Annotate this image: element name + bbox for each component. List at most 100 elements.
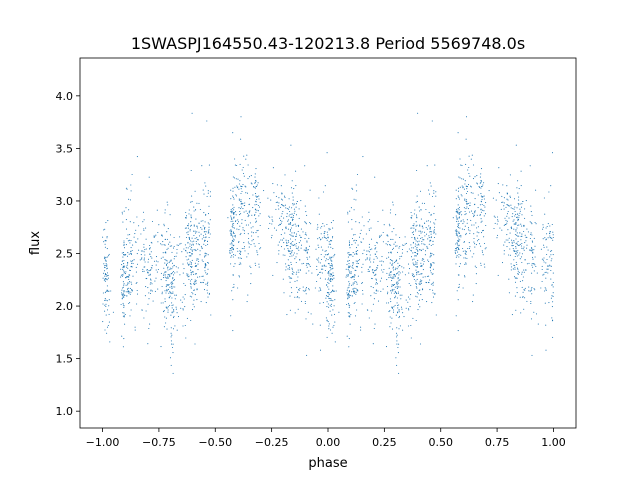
data-point bbox=[147, 343, 149, 345]
data-point bbox=[254, 204, 256, 206]
data-point bbox=[189, 280, 192, 282]
data-point bbox=[351, 237, 354, 240]
data-point bbox=[325, 297, 327, 299]
data-point bbox=[247, 241, 249, 243]
data-point bbox=[327, 281, 329, 284]
data-point bbox=[285, 227, 287, 229]
data-point bbox=[169, 357, 172, 359]
data-point bbox=[185, 227, 188, 229]
data-point bbox=[120, 276, 122, 278]
data-point bbox=[328, 306, 330, 308]
data-point bbox=[234, 234, 236, 236]
data-point bbox=[469, 250, 472, 252]
data-point bbox=[329, 243, 332, 245]
data-point bbox=[193, 240, 195, 242]
data-point bbox=[207, 222, 209, 224]
data-point bbox=[465, 200, 467, 202]
data-point bbox=[295, 214, 298, 216]
data-point bbox=[229, 230, 231, 232]
data-point bbox=[194, 343, 196, 345]
data-point bbox=[183, 282, 185, 285]
data-point bbox=[419, 343, 422, 345]
data-point bbox=[205, 244, 207, 247]
data-point bbox=[176, 329, 178, 331]
data-point bbox=[419, 190, 422, 192]
data-point bbox=[349, 290, 351, 292]
data-point bbox=[355, 199, 357, 201]
data-point bbox=[298, 208, 300, 210]
data-point bbox=[239, 253, 241, 255]
data-point bbox=[425, 208, 427, 211]
data-point bbox=[299, 259, 301, 261]
data-point bbox=[252, 226, 254, 228]
data-point bbox=[415, 221, 417, 223]
data-point bbox=[332, 235, 334, 238]
data-point bbox=[533, 270, 535, 272]
data-point bbox=[456, 290, 458, 292]
data-point bbox=[474, 176, 476, 178]
data-point bbox=[205, 272, 207, 274]
data-point bbox=[269, 216, 271, 218]
data-point bbox=[198, 235, 201, 237]
data-point bbox=[285, 269, 287, 271]
data-point bbox=[550, 278, 552, 280]
data-point bbox=[172, 277, 174, 279]
data-points bbox=[102, 112, 554, 374]
data-point bbox=[347, 252, 349, 254]
data-point bbox=[255, 218, 257, 220]
data-point bbox=[485, 202, 487, 204]
data-point bbox=[287, 220, 289, 222]
data-point bbox=[398, 309, 400, 311]
data-point bbox=[166, 262, 168, 264]
data-point bbox=[250, 266, 252, 269]
data-point bbox=[289, 230, 291, 232]
data-point bbox=[325, 258, 327, 260]
data-point bbox=[391, 286, 393, 288]
data-point bbox=[526, 263, 528, 265]
data-point bbox=[375, 274, 377, 276]
data-point bbox=[129, 269, 131, 271]
data-point bbox=[281, 198, 283, 200]
data-point bbox=[190, 286, 192, 288]
data-point bbox=[203, 289, 206, 291]
data-point bbox=[418, 244, 420, 246]
data-point bbox=[390, 252, 392, 254]
data-point bbox=[455, 248, 457, 250]
data-point bbox=[130, 291, 132, 293]
data-point bbox=[291, 180, 293, 182]
data-point bbox=[418, 230, 420, 232]
data-point bbox=[233, 244, 235, 246]
data-point bbox=[326, 320, 328, 322]
y-tick-label: 2.0 bbox=[56, 300, 74, 313]
data-point bbox=[377, 265, 379, 267]
data-point bbox=[529, 165, 531, 167]
data-point bbox=[207, 296, 209, 298]
data-point bbox=[271, 234, 273, 236]
data-point bbox=[504, 241, 506, 243]
data-point bbox=[232, 256, 234, 258]
data-point bbox=[514, 295, 516, 297]
data-point bbox=[174, 298, 176, 300]
data-point bbox=[203, 256, 206, 258]
data-point bbox=[125, 219, 127, 221]
data-point bbox=[380, 234, 382, 236]
data-point bbox=[153, 236, 155, 238]
data-point bbox=[395, 357, 397, 359]
data-point bbox=[395, 282, 397, 284]
x-tick-label: −0.25 bbox=[255, 436, 289, 449]
data-point bbox=[329, 256, 331, 258]
data-point bbox=[121, 211, 123, 213]
data-point bbox=[325, 260, 327, 262]
data-point bbox=[171, 285, 173, 288]
data-point bbox=[549, 231, 552, 233]
data-point bbox=[283, 237, 285, 239]
data-point bbox=[383, 268, 385, 271]
data-point bbox=[288, 266, 291, 268]
data-point bbox=[396, 304, 399, 307]
data-point bbox=[474, 246, 476, 248]
data-point bbox=[230, 249, 232, 251]
data-point bbox=[390, 322, 392, 324]
data-point bbox=[520, 185, 522, 187]
data-point bbox=[390, 244, 392, 246]
data-point bbox=[506, 246, 508, 248]
